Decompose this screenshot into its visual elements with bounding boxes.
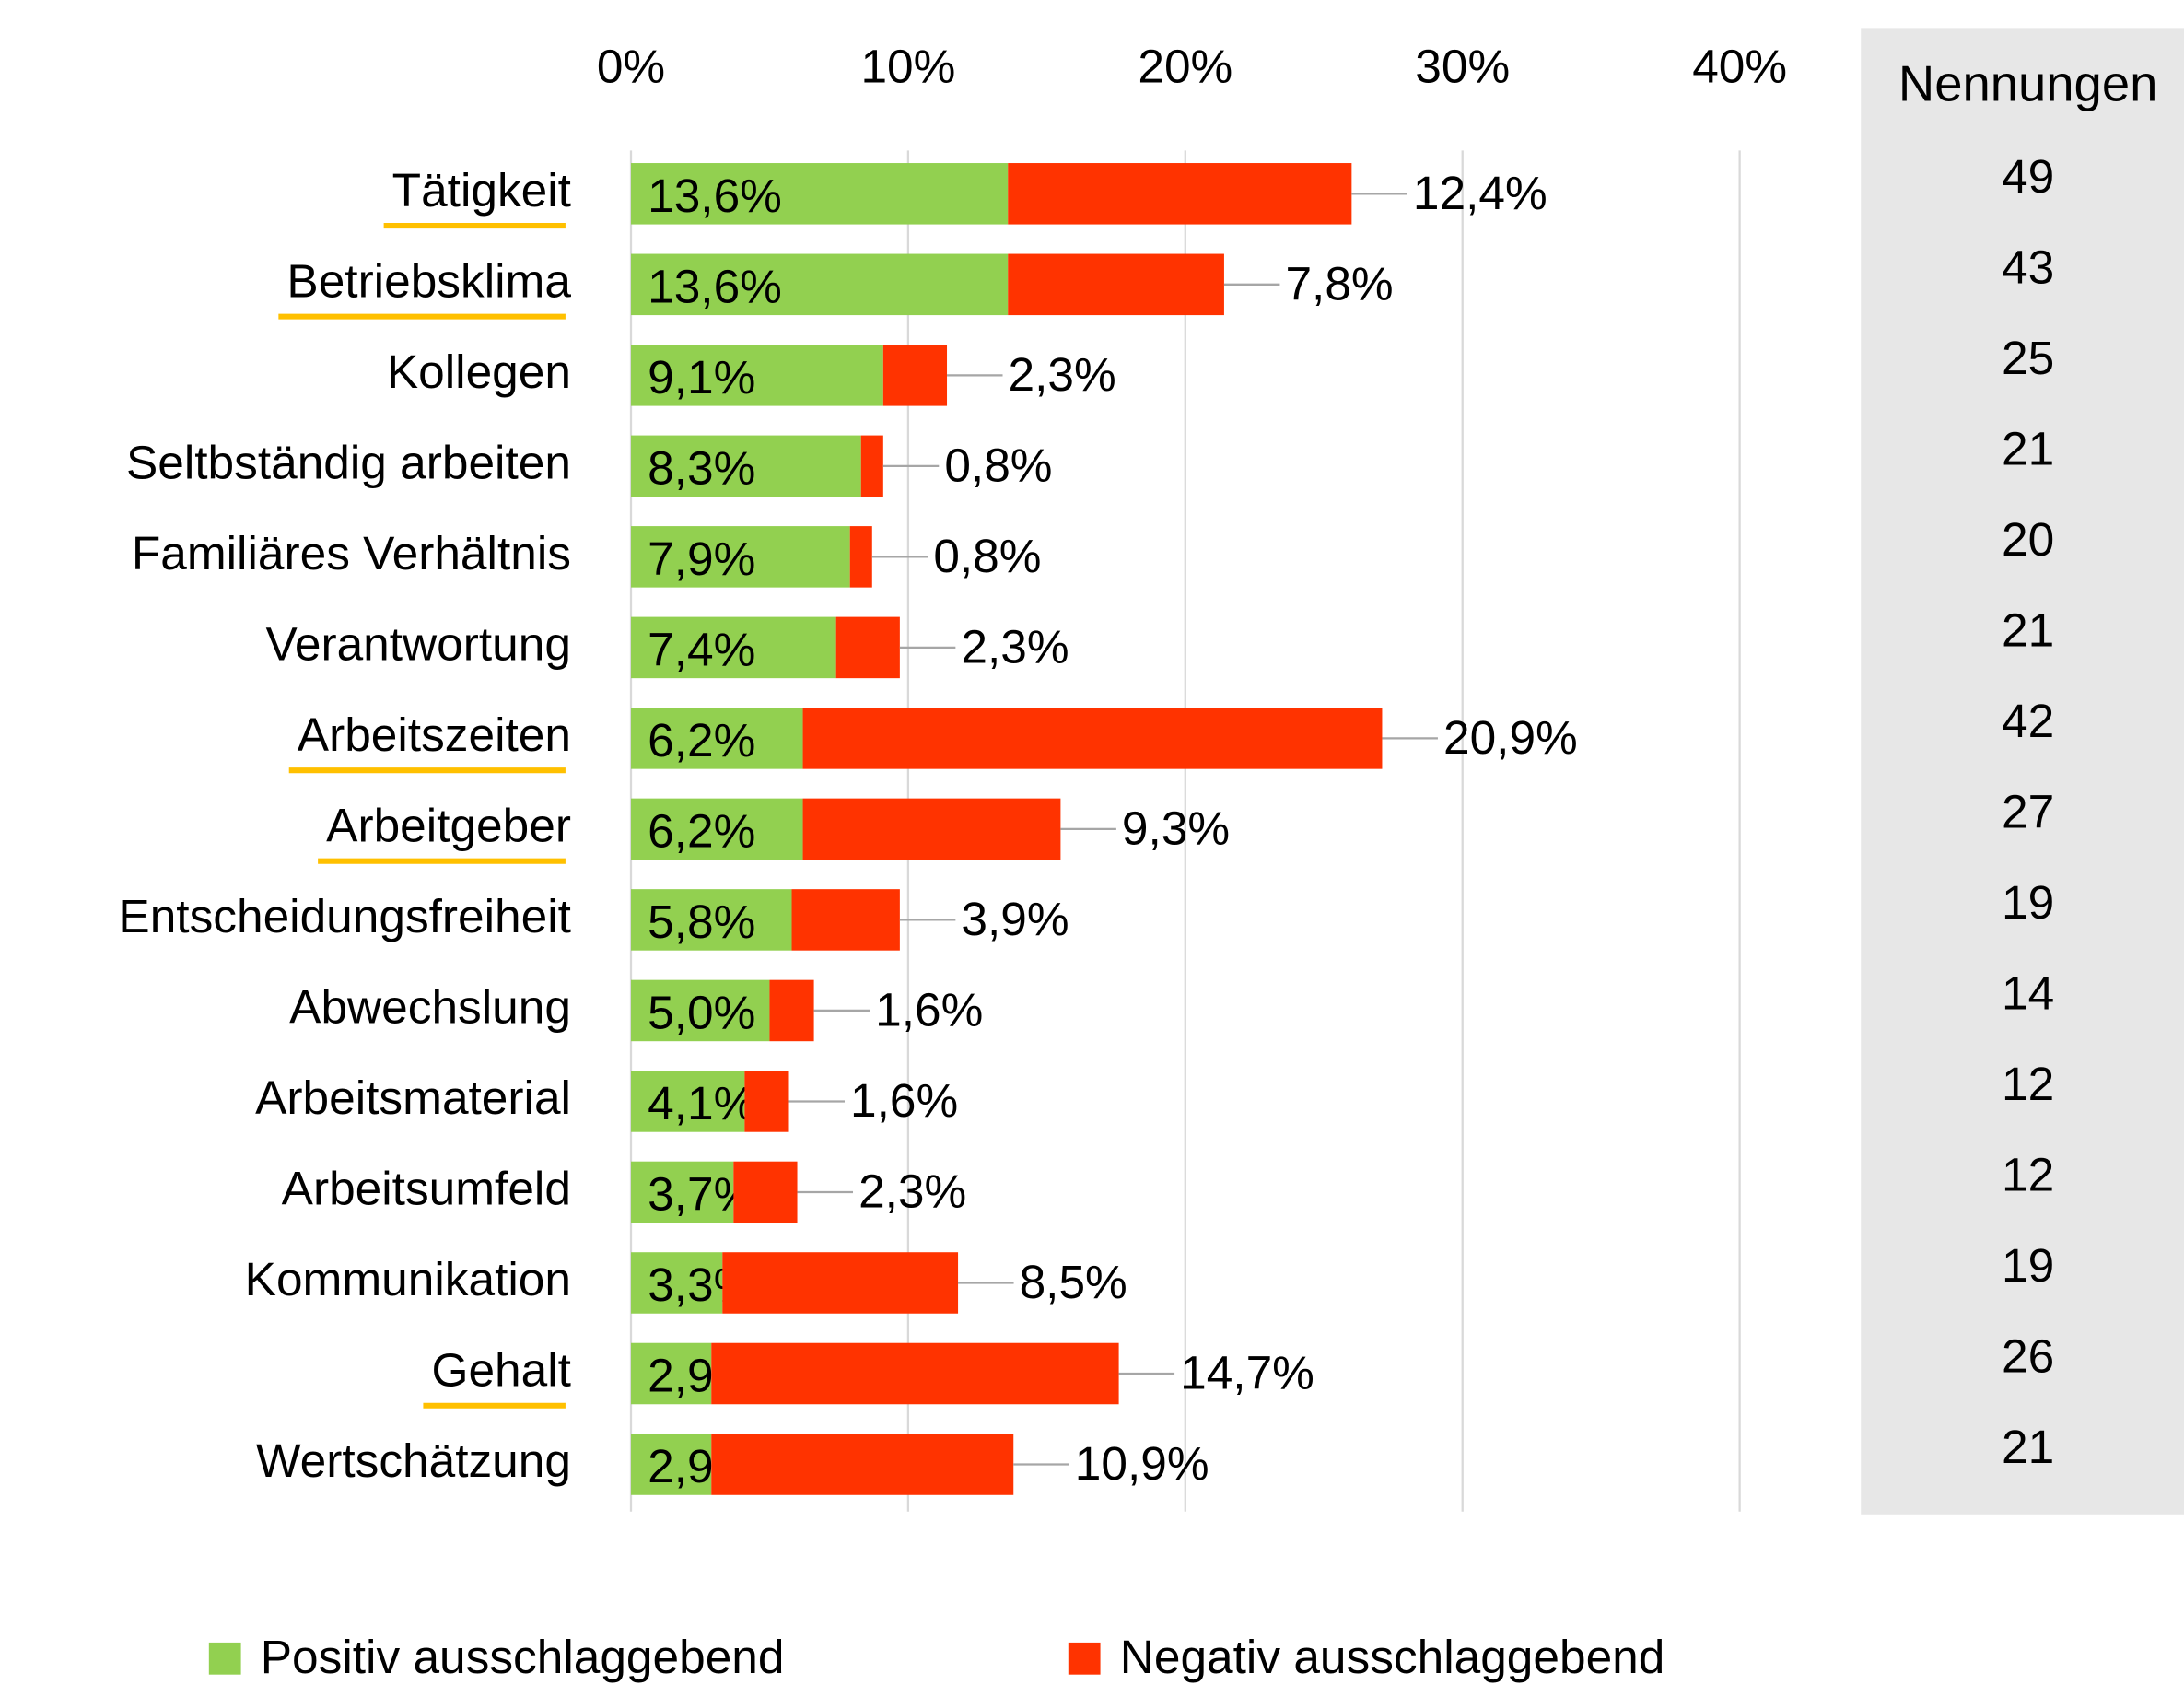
legend-label: Positiv ausschlaggebend — [261, 1630, 785, 1683]
bar-segment — [630, 616, 836, 679]
bar-segment — [630, 163, 1009, 225]
bar-segment — [802, 798, 1061, 860]
value-label: 0,8% — [944, 438, 1052, 491]
bar-segment — [630, 1342, 712, 1405]
value-label: 3,9% — [961, 892, 1069, 945]
bar-segment — [630, 1252, 723, 1314]
category-label: Kollegen — [387, 345, 571, 398]
category-label: Arbeitszeiten — [298, 708, 571, 761]
value-label: 12,4% — [1413, 166, 1547, 219]
bar-segment — [860, 435, 883, 497]
value-label: 8,3% — [648, 440, 755, 494]
value-label: 0,8% — [933, 529, 1041, 582]
count-label: 49 — [2002, 149, 2054, 203]
bar-segment — [882, 345, 948, 406]
bar-segment — [630, 526, 850, 588]
bar-segment — [733, 1161, 798, 1223]
bar-segment — [711, 1434, 1014, 1495]
value-label: 6,2% — [648, 713, 755, 767]
value-label: 9,3% — [1122, 802, 1230, 855]
category-label: Familiäres Verhältnis — [132, 526, 571, 579]
value-label: 13,6% — [648, 169, 782, 222]
count-label: 27 — [2002, 784, 2054, 837]
bar-segment — [791, 889, 900, 951]
bar-segment — [1008, 163, 1352, 225]
count-label: 20 — [2002, 512, 2054, 566]
legend-swatch — [1068, 1642, 1101, 1675]
x-tick-label: 20% — [1138, 39, 1232, 92]
category-label: Arbeitgeber — [326, 798, 571, 851]
count-label: 19 — [2002, 1238, 2054, 1292]
bar-segment — [630, 979, 770, 1042]
value-label: 7,8% — [1285, 256, 1393, 310]
x-tick-label: 30% — [1415, 39, 1510, 92]
count-label: 12 — [2002, 1057, 2054, 1110]
legend-label: Negativ ausschlaggebend — [1120, 1630, 1665, 1683]
bar-segment — [630, 1161, 734, 1223]
count-label: 42 — [2002, 694, 2054, 747]
x-tick-label: 10% — [860, 39, 955, 92]
count-label: 25 — [2002, 331, 2054, 384]
value-label: 7,4% — [648, 623, 755, 676]
value-label: 5,8% — [648, 895, 755, 948]
category-label: Wertschätzung — [256, 1434, 571, 1487]
bar-segment — [630, 798, 803, 860]
bar-segment — [630, 1434, 712, 1495]
bar-segment — [630, 1071, 745, 1132]
x-tick-label: 0% — [597, 39, 665, 92]
value-label: 4,1% — [648, 1076, 755, 1129]
category-label: Entscheidungsfreiheit — [118, 889, 571, 942]
count-label: 21 — [2002, 421, 2054, 474]
value-label: 14,7% — [1180, 1346, 1314, 1399]
bar-segment — [630, 253, 1009, 316]
bar-segment — [835, 616, 900, 679]
bar-segment — [630, 435, 861, 497]
bar-segment — [630, 345, 883, 406]
count-label: 14 — [2002, 966, 2054, 1019]
category-label: Tätigkeit — [392, 163, 571, 217]
category-label: Arbeitsmaterial — [255, 1071, 571, 1124]
bar-segment — [722, 1252, 959, 1314]
value-label: 8,5% — [1020, 1255, 1127, 1308]
count-label: 12 — [2002, 1147, 2054, 1200]
category-label: Kommunikation — [245, 1252, 571, 1305]
value-label: 13,6% — [648, 259, 782, 312]
bar-segment — [630, 889, 792, 951]
counts-title: Nennungen — [1898, 56, 2157, 112]
bar-segment — [849, 526, 872, 588]
count-label: 21 — [2002, 1420, 2054, 1473]
value-label: 20,9% — [1443, 710, 1578, 764]
count-label: 26 — [2002, 1328, 2054, 1382]
count-label: 19 — [2002, 875, 2054, 929]
value-label: 10,9% — [1075, 1436, 1209, 1490]
category-label: Betriebsklima — [286, 253, 571, 307]
bar-segment — [711, 1342, 1119, 1405]
bar-segment — [769, 979, 814, 1042]
category-label: Abwechslung — [289, 980, 571, 1034]
value-label: 6,2% — [648, 804, 755, 858]
legend-swatch — [208, 1642, 241, 1675]
value-label: 9,1% — [648, 350, 755, 404]
counts-panel — [1861, 28, 2184, 1515]
value-label: 1,6% — [850, 1073, 958, 1127]
value-label: 5,0% — [648, 986, 755, 1039]
category-label: Seltbständig arbeiten — [126, 435, 571, 488]
value-label: 1,6% — [875, 983, 983, 1036]
category-label: Gehalt — [431, 1343, 570, 1397]
x-tick-label: 40% — [1692, 39, 1787, 92]
value-label: 2,3% — [961, 619, 1069, 673]
value-label: 7,9% — [648, 532, 755, 585]
count-label: 43 — [2002, 240, 2054, 293]
bar-segment — [802, 708, 1383, 769]
value-label: 2,3% — [1009, 347, 1116, 401]
bar-segment — [1008, 253, 1224, 316]
value-label: 2,3% — [858, 1164, 966, 1218]
count-label: 21 — [2002, 603, 2054, 656]
category-label: Arbeitsumfeld — [282, 1162, 571, 1215]
bar-segment — [630, 708, 803, 769]
category-label: Verantwortung — [265, 616, 571, 670]
bar-segment — [744, 1071, 789, 1132]
